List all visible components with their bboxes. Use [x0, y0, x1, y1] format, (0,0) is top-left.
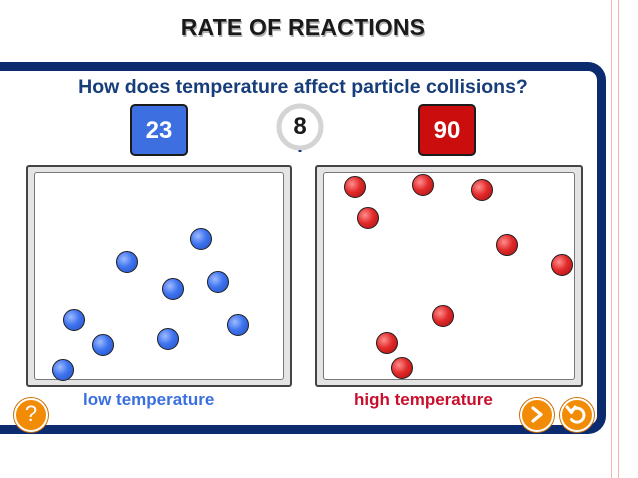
reset-button[interactable] [560, 398, 594, 432]
particle-blue [207, 271, 229, 293]
timer-ring-icon [276, 103, 324, 152]
high-temperature-label: high temperature [354, 390, 493, 409]
particle-blue [162, 278, 184, 300]
question-text: How does temperature affect particle col… [78, 76, 528, 98]
reset-icon [565, 405, 586, 424]
particle-red [391, 357, 413, 379]
high-temperature-container [315, 165, 583, 387]
slide-title: RATE OF REACTIONS [180, 14, 426, 40]
particle-blue [52, 359, 74, 381]
particle-red [551, 254, 573, 276]
low-temperature-label: low temperature [83, 390, 215, 409]
particle-red [344, 176, 366, 198]
low-collision-counter: 23 [130, 104, 188, 156]
particle-blue [227, 314, 249, 336]
play-icon [531, 406, 543, 423]
particle-blue [92, 334, 114, 356]
timer-value: 8 [293, 113, 307, 140]
particle-red [412, 174, 434, 196]
high-collision-counter: 90 [418, 104, 476, 156]
particle-blue [63, 309, 85, 331]
slide-edge-line-1 [611, 0, 612, 478]
particle-red [357, 207, 379, 229]
particle-red [376, 332, 398, 354]
particle-blue [116, 251, 138, 273]
high-temperature-chamber [323, 172, 575, 380]
low-temperature-chamber [34, 172, 284, 381]
play-button[interactable] [520, 398, 554, 432]
particle-blue [157, 328, 179, 350]
particle-red [496, 234, 518, 256]
help-button[interactable]: ? [14, 398, 48, 432]
low-temperature-container [26, 165, 292, 387]
particle-blue [190, 228, 212, 250]
slide-edge-line-2 [618, 0, 619, 478]
particle-red [471, 179, 493, 201]
particle-red [432, 305, 454, 327]
